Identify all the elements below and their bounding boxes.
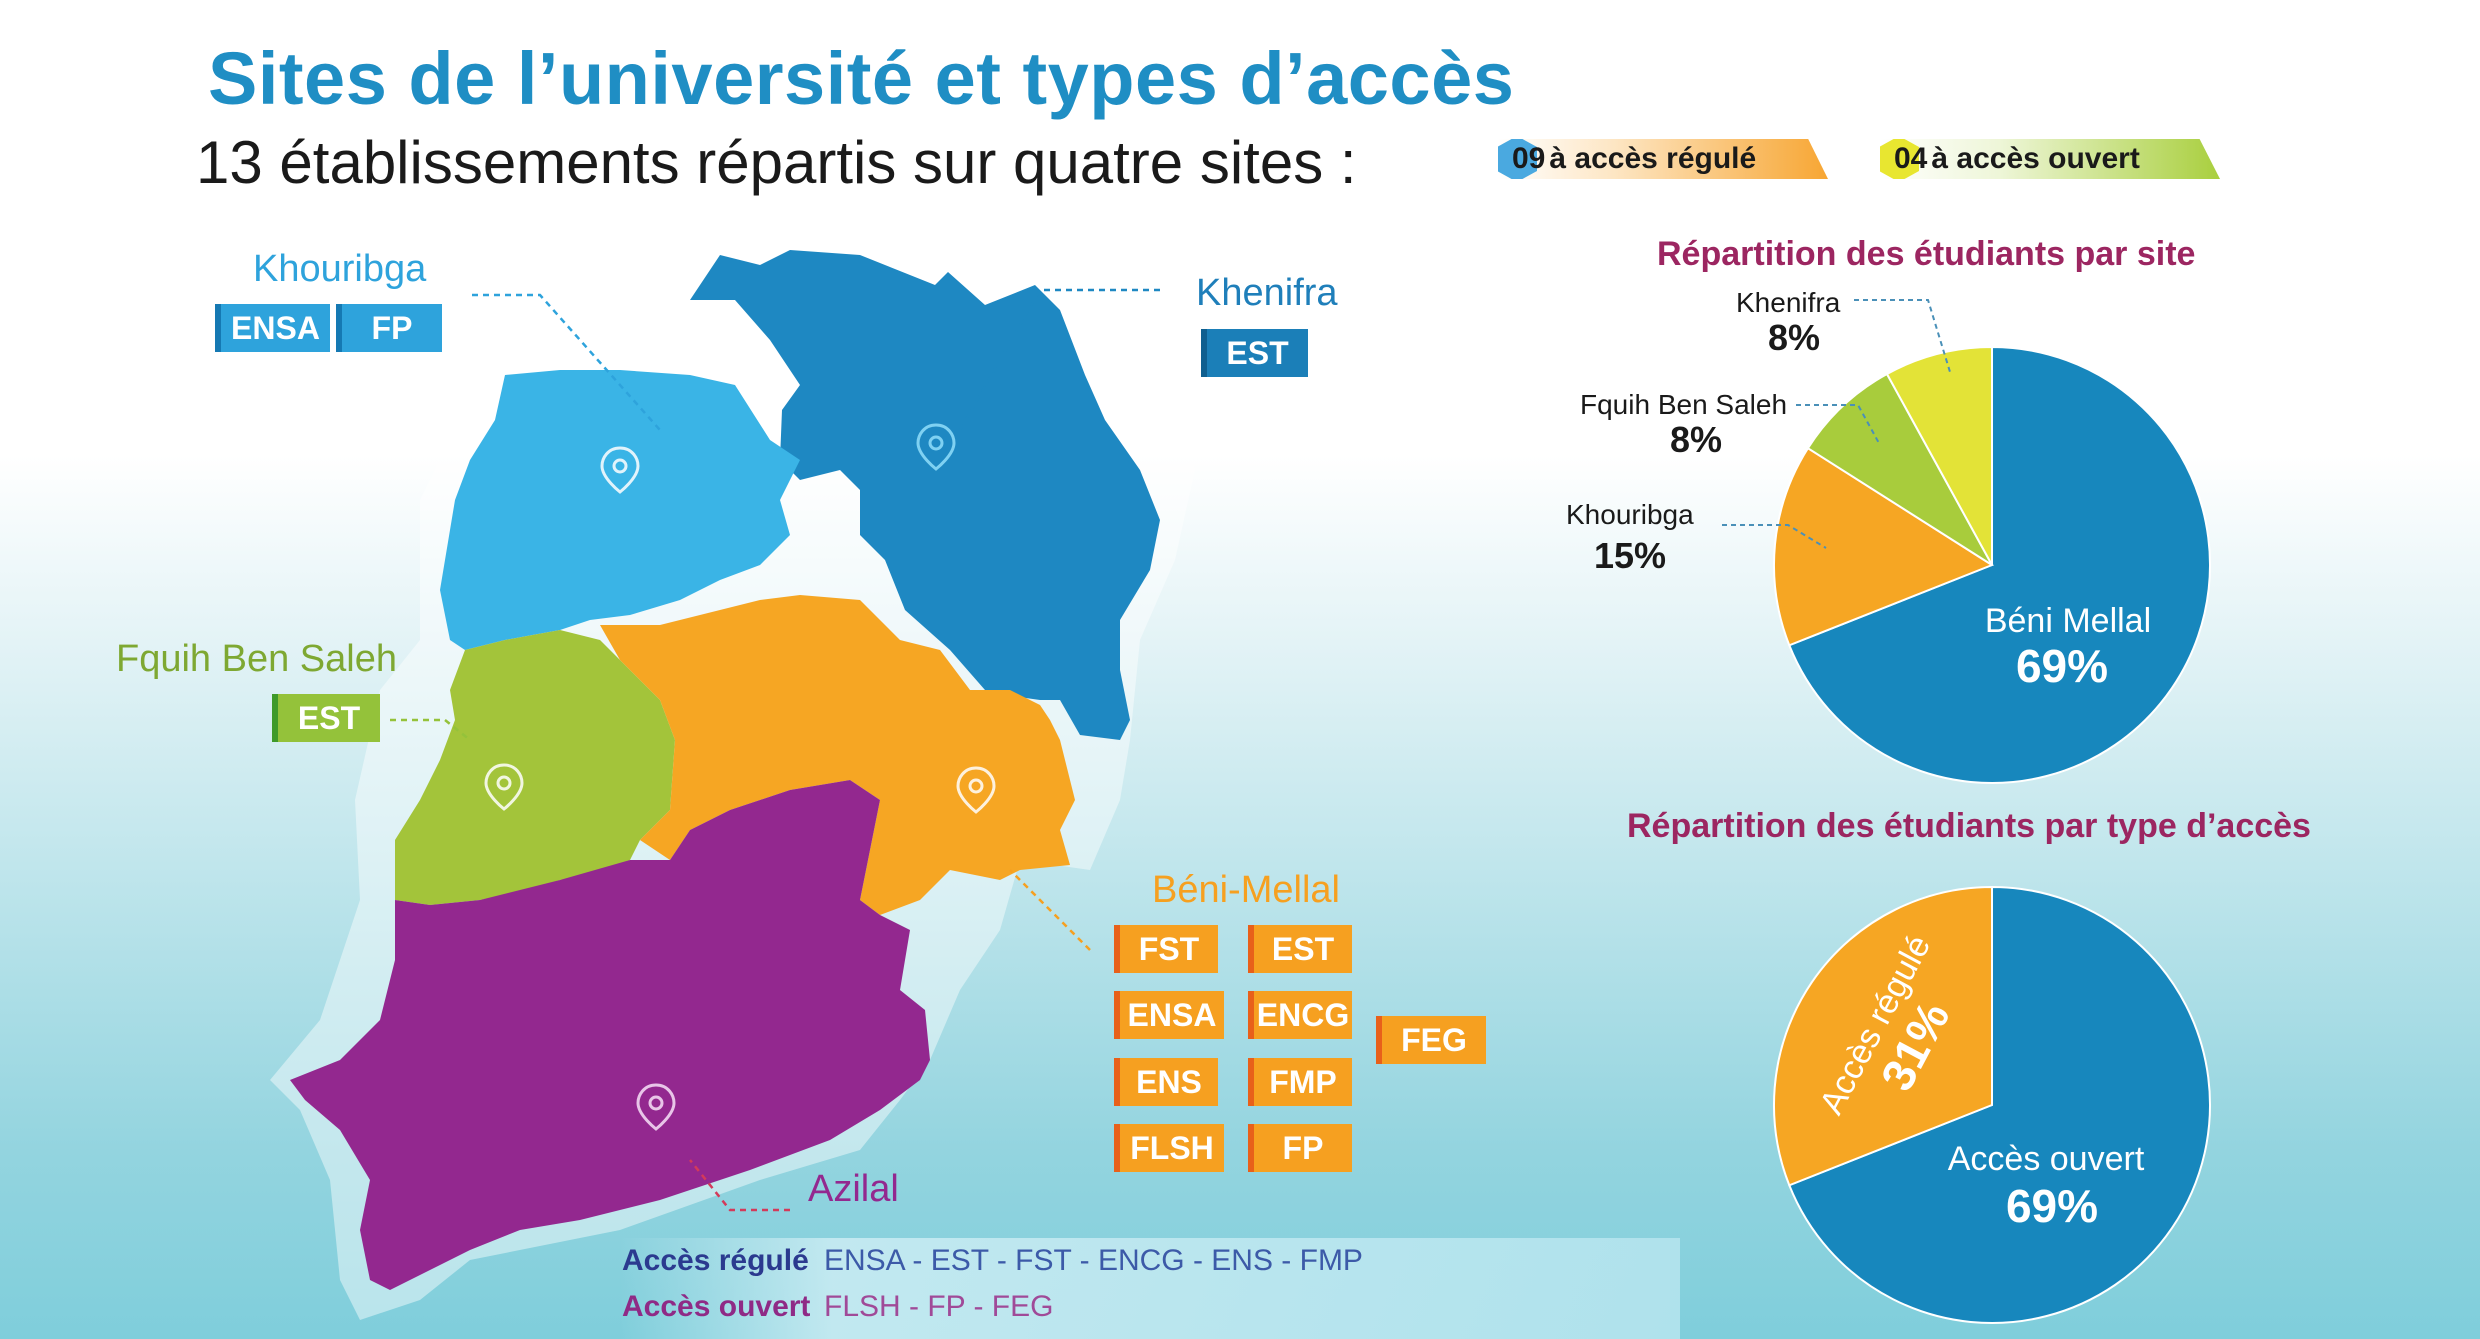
site-label-khenifra: Khenifra <box>1196 272 1338 314</box>
pie-slice-fquih-ben-saleh <box>1806 372 1993 566</box>
pie-chart-access: Accès ouvert 69% Accès régulé 31% <box>1773 885 2211 1324</box>
pie-label-name: Khouribga <box>1566 499 1694 530</box>
establishment-tag: EST <box>1248 925 1352 973</box>
pie-label-name: Accès ouvert <box>1948 1140 2145 1178</box>
establishment-tag: ENCG <box>1248 991 1352 1039</box>
access-regulated-list: ENSA - EST - FST - ENCG - ENS - FMP <box>824 1244 1363 1277</box>
region-map <box>290 250 1160 1290</box>
legend-regulated: 09 à accès régulé <box>1498 139 1828 179</box>
establishment-tag: FMP <box>1248 1058 1352 1106</box>
access-open-list: FLSH - FP - FEG <box>824 1290 1054 1323</box>
access-open-label: Accès ouvert <box>622 1290 811 1323</box>
establishment-tag: ENSA <box>1114 991 1224 1039</box>
establishment-tag: ENSA <box>215 304 330 352</box>
pie-label-name: Fquih Ben Saleh <box>1580 389 1787 420</box>
access-types-legend <box>620 1238 1680 1339</box>
pie-slice-acc-s-r-gul- <box>1773 885 1993 1187</box>
hexagon-icon <box>1880 139 1919 179</box>
legend-open-label: à accès ouvert <box>1931 142 2140 175</box>
page-title: Sites de l’université et types d’accès <box>208 37 1515 120</box>
establishment-tag: EST <box>1201 329 1308 377</box>
chart-title-access: Répartition des étudiants par type d’acc… <box>1627 807 2311 845</box>
legend-open: 04 à accès ouvert <box>1880 139 2220 179</box>
beni-region <box>600 595 1075 915</box>
leader-line-beni <box>1009 869 1091 951</box>
establishment-tag: FST <box>1114 925 1218 973</box>
page-subtitle: 13 établissements répartis sur quatre si… <box>196 129 1357 196</box>
establishment-tag: FLSH <box>1114 1124 1224 1172</box>
pie-chart-site: Khenifra 8% Fquih Ben Saleh 8% Khouribga… <box>1566 287 2211 784</box>
access-regulated-label: Accès régulé <box>622 1244 809 1277</box>
hexagon-icon <box>1498 139 1537 179</box>
fquih-region <box>395 630 675 905</box>
location-pin-icon <box>636 1083 676 1131</box>
site-label-azilal: Azilal <box>808 1168 899 1210</box>
leader-line-fquih <box>1796 404 1881 446</box>
pie-label-name: Khenifra <box>1736 287 1841 318</box>
establishment-tag: FP <box>336 304 442 352</box>
pie-slice-khouribga <box>1773 446 1995 647</box>
location-pin-icon <box>600 446 640 494</box>
establishment-tag: ENS <box>1114 1058 1218 1106</box>
leader-line-khenifra <box>1854 299 1951 373</box>
legend-open-count: 04 <box>1894 142 1928 175</box>
location-pin-icon <box>916 423 956 471</box>
leader-line-khouribga <box>1722 524 1827 549</box>
pie-slice-khenifra <box>1885 345 1993 566</box>
pie-label-value: 8% <box>1768 317 1820 358</box>
pie-label-value: 69% <box>2016 640 2108 692</box>
khouribga-region <box>440 370 800 650</box>
site-label-fquih: Fquih Ben Saleh <box>116 638 397 680</box>
location-pin-icon <box>484 763 524 811</box>
pie-label-value: 15% <box>1594 535 1666 576</box>
establishment-tag: FP <box>1248 1124 1352 1172</box>
leader-line-azilal <box>689 1159 790 1212</box>
chart-title-site: Répartition des étudiants par site <box>1657 235 2196 273</box>
site-label-beni: Béni-Mellal <box>1152 869 1340 911</box>
pie-label-name: Béni Mellal <box>1985 602 2151 640</box>
pie-slice-b-ni-mellal <box>1788 345 2211 784</box>
location-pin-icon <box>956 766 996 814</box>
khenifra-region <box>690 250 1160 740</box>
establishment-tag: FEG <box>1376 1016 1486 1064</box>
leader-line-khouribga <box>472 293 661 431</box>
azilal-region <box>290 780 930 1290</box>
establishment-tag: EST <box>272 694 380 742</box>
leader-line-fquih <box>390 718 471 741</box>
pie-label-value: 8% <box>1670 419 1722 460</box>
pie-slice-acc-s-ouvert <box>1788 885 2211 1324</box>
legend-regulated-label: à accès régulé <box>1549 142 1757 175</box>
pie-label-value: 69% <box>2006 1180 2098 1232</box>
legend-regulated-count: 09 <box>1512 142 1546 175</box>
site-label-khouribga: Khouribga <box>253 248 427 290</box>
